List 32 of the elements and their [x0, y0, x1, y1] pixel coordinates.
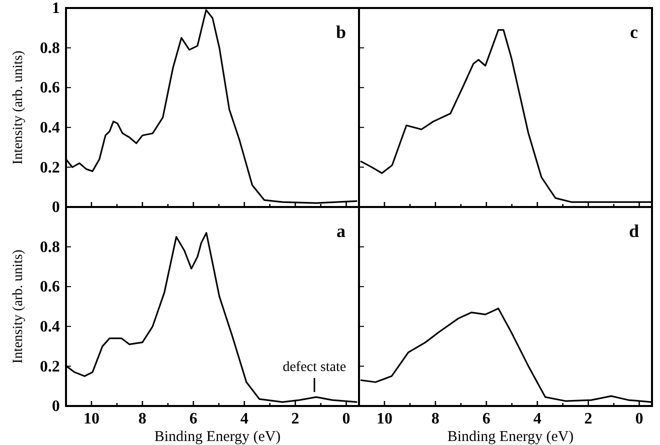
- y-tick-label: 0.4: [40, 318, 60, 336]
- y-tick-label: 0.2: [40, 159, 60, 176]
- y-tick-label: 1: [52, 0, 60, 18]
- x-tick-label: 0: [635, 410, 644, 428]
- y-tick-label: 0: [52, 199, 60, 216]
- y-axis-title: Intensity (arb. units): [11, 50, 26, 164]
- y-tick-label: 0.2: [40, 358, 60, 376]
- x-tick-label: 0: [342, 410, 350, 428]
- y-tick-label: 0.8: [40, 40, 60, 57]
- x-tick-label: 2: [584, 410, 592, 428]
- text: c: [630, 22, 638, 42]
- y-tick-label: 0.8: [40, 238, 60, 256]
- x-tick-label: 8: [431, 410, 440, 428]
- text: a: [336, 221, 346, 241]
- annotation: defect state: [282, 360, 346, 376]
- x-axis-title: Binding Energy (eV): [154, 429, 281, 445]
- y-tick-label: 0.6: [40, 278, 60, 296]
- y-axis-title: Intensity (arb. units): [11, 249, 26, 364]
- x-tick-label: 4: [240, 410, 248, 428]
- x-tick-label: 2: [291, 410, 300, 428]
- x-tick-label: 10: [83, 410, 100, 428]
- x-tick-label: 6: [482, 410, 490, 428]
- x-tick-label: 4: [533, 410, 542, 428]
- y-tick-label: 0.4: [40, 120, 60, 137]
- x-tick-label: 6: [189, 410, 198, 428]
- x-tick-label: 8: [138, 410, 146, 428]
- x-axis-title: Binding Energy (eV): [447, 429, 574, 445]
- y-tick-label: 0.6: [40, 80, 60, 97]
- text: b: [336, 22, 346, 42]
- y-tick-label: 0: [52, 398, 60, 416]
- x-tick-label: 10: [376, 410, 392, 428]
- text: d: [628, 221, 640, 241]
